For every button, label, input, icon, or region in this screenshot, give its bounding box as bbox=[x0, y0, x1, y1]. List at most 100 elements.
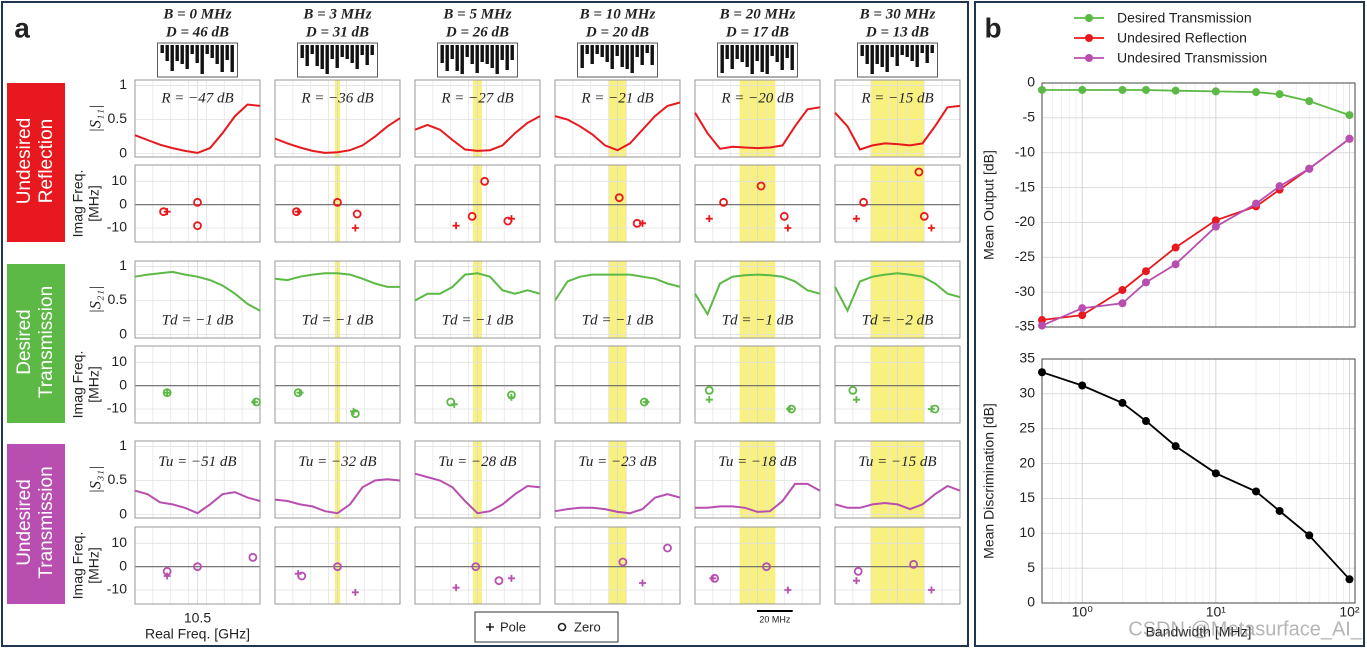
point-marker bbox=[1345, 575, 1354, 584]
plot-frame bbox=[274, 526, 401, 605]
y-tick-label: 10 bbox=[111, 172, 127, 188]
point-marker bbox=[1345, 111, 1354, 120]
icon-bar bbox=[490, 45, 494, 68]
icon-bar bbox=[210, 45, 214, 58]
pole-marker bbox=[350, 407, 358, 415]
metric-annotation: Td = −1 dB bbox=[442, 312, 514, 328]
y-tick-label: 0.5 bbox=[108, 291, 128, 307]
zero-marker bbox=[350, 409, 360, 419]
plot-frame bbox=[414, 79, 541, 158]
metric-annotation: Td = −1 dB bbox=[582, 312, 654, 328]
icon-bar bbox=[170, 45, 174, 71]
zero-marker bbox=[663, 543, 672, 553]
response-curve bbox=[554, 101, 681, 152]
icon-bar bbox=[480, 45, 484, 62]
zero-marker bbox=[909, 559, 918, 569]
icon-bar bbox=[920, 45, 924, 53]
point-marker bbox=[1078, 85, 1087, 94]
response-curve bbox=[834, 104, 961, 151]
pole-marker bbox=[163, 572, 171, 580]
pole-marker bbox=[294, 208, 302, 216]
group-label: Transmission bbox=[36, 286, 57, 398]
zero-marker bbox=[614, 193, 624, 203]
icon-bar bbox=[355, 45, 359, 69]
point-marker bbox=[1141, 85, 1150, 94]
discrimination-label: D = 13 dB bbox=[865, 24, 929, 40]
pole-marker bbox=[351, 224, 359, 232]
icon-bar bbox=[735, 45, 739, 59]
y-tick-label: 10 bbox=[111, 353, 127, 369]
zero-marker bbox=[762, 562, 771, 572]
pole-marker bbox=[639, 219, 646, 227]
group-label-box bbox=[7, 83, 65, 242]
metric-annotation: R = −36 dB bbox=[300, 91, 373, 107]
icon-bar bbox=[470, 45, 474, 64]
icon-bar bbox=[635, 45, 639, 57]
icon-bar bbox=[180, 45, 184, 64]
pole-marker bbox=[927, 224, 935, 232]
pole-marker bbox=[705, 215, 713, 223]
icon-bar bbox=[205, 45, 209, 54]
y-axis-label: Mean Discrimination [dB] bbox=[981, 403, 997, 559]
legend-label: Undesired Reflection bbox=[1117, 30, 1247, 46]
point-marker bbox=[1038, 85, 1046, 94]
point-marker bbox=[1141, 278, 1150, 287]
icon-bar bbox=[580, 45, 584, 68]
icon-bar bbox=[325, 45, 329, 74]
metric-annotation: Td = −1 dB bbox=[722, 312, 794, 328]
y-tick-label: 30 bbox=[1019, 385, 1035, 401]
response-curve bbox=[274, 272, 400, 288]
point-marker bbox=[1078, 304, 1087, 313]
icon-bar bbox=[905, 45, 909, 57]
pole-marker bbox=[705, 396, 713, 404]
icon-bar bbox=[305, 45, 309, 66]
response-curve bbox=[694, 106, 821, 150]
y-tick-label: -30 bbox=[1015, 283, 1035, 299]
metric-annotation: R = −15 dB bbox=[860, 91, 933, 107]
y-tick-label: 0 bbox=[119, 376, 127, 392]
zero-marker bbox=[193, 197, 202, 207]
plot-frame bbox=[134, 526, 261, 605]
response-curve bbox=[134, 489, 261, 515]
icon-bar bbox=[160, 45, 164, 53]
pz-legend-box bbox=[474, 611, 619, 643]
icon-bar bbox=[640, 45, 644, 65]
zero-marker bbox=[618, 557, 628, 567]
icon-bar bbox=[720, 45, 724, 73]
metric-annotation: Td = −2 dB bbox=[862, 312, 934, 328]
pole-marker bbox=[450, 400, 458, 408]
y-tick-label: 0.5 bbox=[108, 110, 128, 126]
pole-marker bbox=[852, 577, 860, 585]
y-tick-label: 1 bbox=[119, 257, 127, 273]
plot-frame bbox=[694, 345, 821, 424]
plot-frame bbox=[554, 79, 681, 158]
zero-marker bbox=[352, 209, 362, 219]
y-axis-label: |S₃₁| bbox=[88, 466, 105, 494]
x-axis-label: Real Freq. [GHz] bbox=[145, 626, 250, 642]
plot-frame bbox=[274, 164, 401, 243]
pole-marker bbox=[163, 389, 171, 397]
y-tick-label: 0 bbox=[119, 144, 127, 160]
legend-marker bbox=[1085, 14, 1093, 22]
pole-marker bbox=[296, 389, 304, 397]
metric-annotation: Tu = −28 dB bbox=[438, 454, 516, 470]
point-marker bbox=[1038, 368, 1046, 377]
pole-marker bbox=[927, 405, 935, 413]
icon-bar bbox=[770, 45, 774, 56]
icon-bar bbox=[200, 45, 204, 74]
icon-bar bbox=[875, 45, 879, 64]
point-marker bbox=[1118, 286, 1127, 295]
icon-bar bbox=[220, 45, 224, 72]
metric-annotation: Tu = −51 dB bbox=[158, 454, 236, 470]
pole-marker bbox=[927, 586, 935, 594]
metric-annotation: R = −27 dB bbox=[440, 91, 513, 107]
plot-frame bbox=[834, 260, 961, 339]
y-tick-label: -10 bbox=[107, 581, 127, 597]
icon-bar bbox=[460, 45, 464, 74]
pole-marker bbox=[294, 570, 302, 578]
icon-bar bbox=[595, 45, 599, 54]
icon-bar bbox=[230, 45, 234, 72]
icon-bar bbox=[605, 45, 609, 62]
zero-marker bbox=[756, 181, 766, 191]
